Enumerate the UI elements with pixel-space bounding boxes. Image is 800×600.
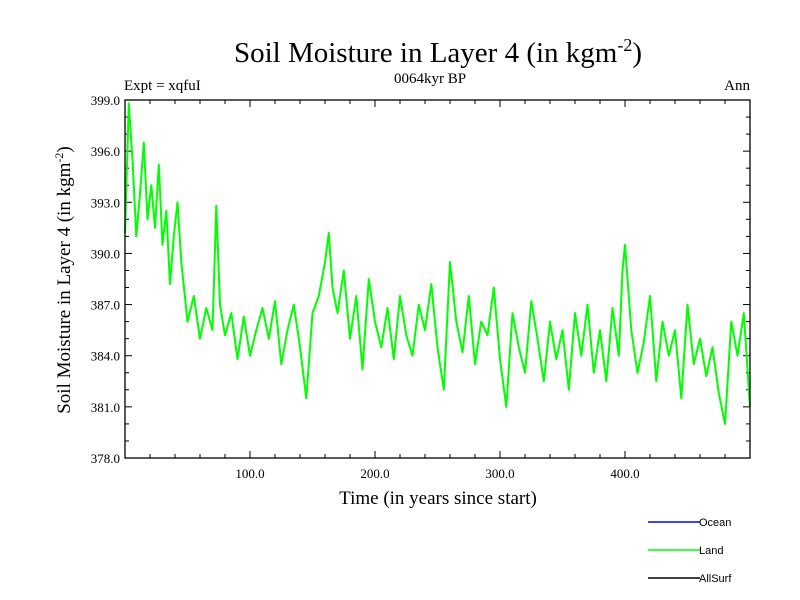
legend-label-allsurf: AllSurf <box>699 573 732 585</box>
y-tick-label: 387.0 <box>91 298 120 313</box>
x-tick-label: 300.0 <box>485 466 514 481</box>
x-axis-label: Time (in years since start) <box>339 488 537 509</box>
y-tick-label: 396.0 <box>91 144 120 159</box>
y-tick-label: 393.0 <box>91 195 120 210</box>
y-tick-label: 378.0 <box>91 451 120 466</box>
y-tick-label: 384.0 <box>91 349 120 364</box>
experiment-label: Expt = xqfuI <box>124 78 201 94</box>
y-axis-label: Soil Moisture in Layer 4 (in kgm-2) <box>52 146 75 414</box>
period-label: 0064kyr BP <box>394 71 466 87</box>
chart-title: Soil Moisture in Layer 4 (in kgm-2) <box>234 35 642 69</box>
y-tick-label: 390.0 <box>91 246 120 261</box>
y-tick-label: 399.0 <box>91 93 120 108</box>
legend-label-land: Land <box>699 545 723 557</box>
season-label: Ann <box>724 78 750 94</box>
plot-frame <box>124 99 751 459</box>
x-tick-label: 400.0 <box>610 466 639 481</box>
y-tick-label: 381.0 <box>91 400 120 415</box>
x-tick-label: 100.0 <box>235 466 264 481</box>
x-tick-label: 200.0 <box>360 466 389 481</box>
legend-label-ocean: Ocean <box>699 517 731 529</box>
series-line-land <box>124 102 751 425</box>
